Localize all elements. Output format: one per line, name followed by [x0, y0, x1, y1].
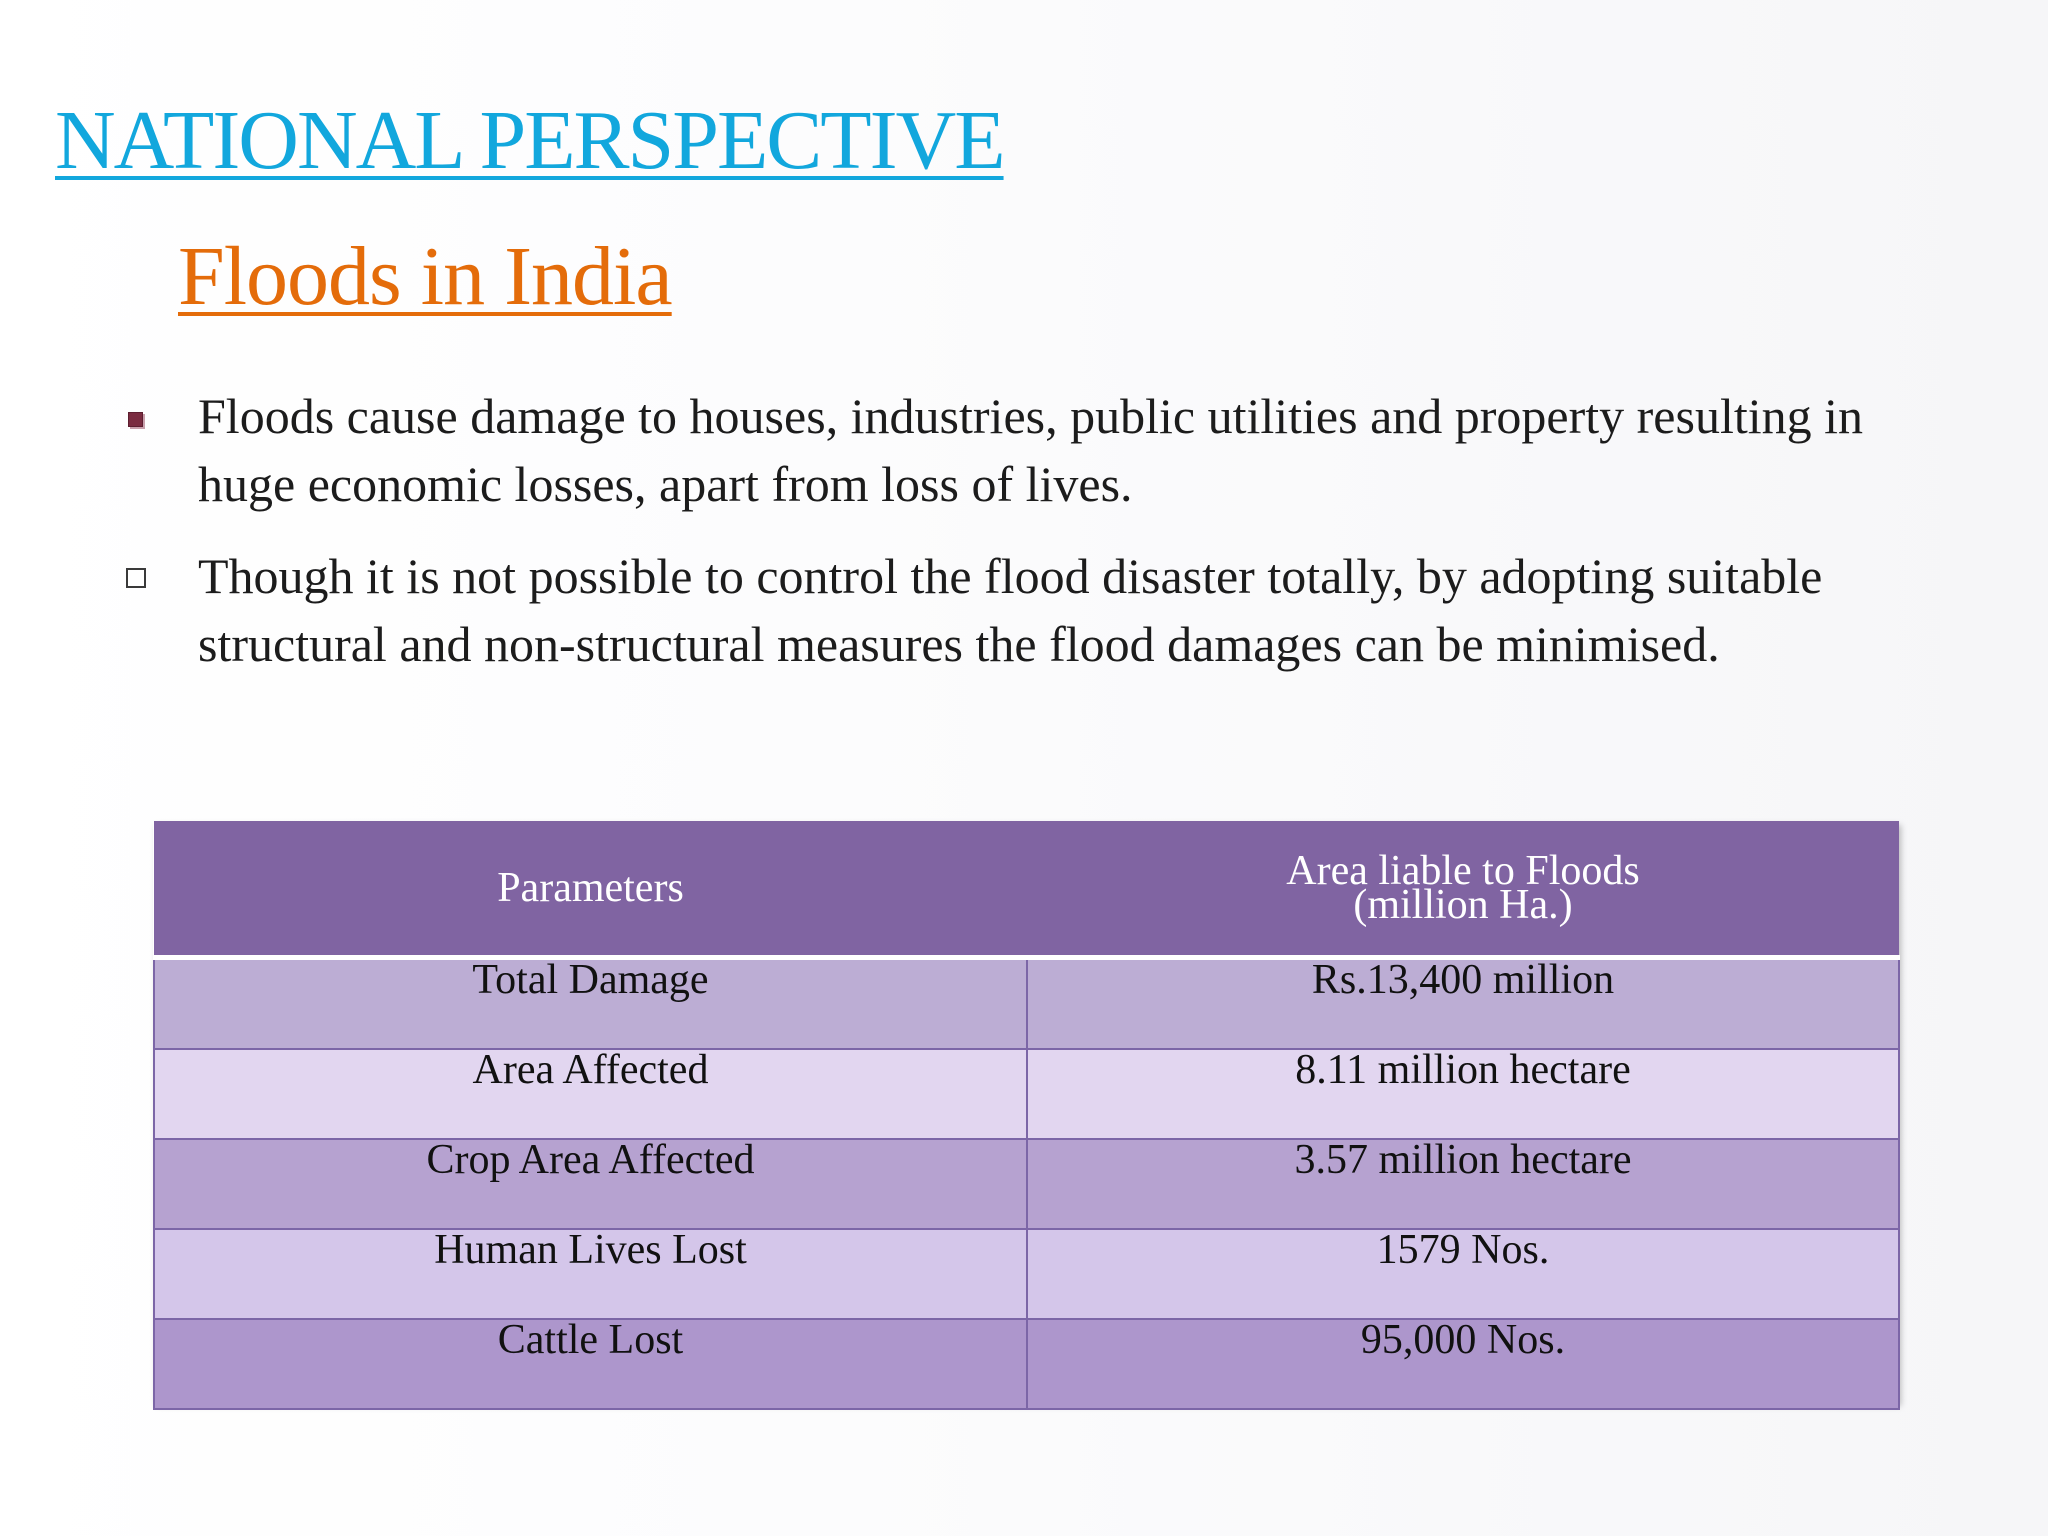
table-header-row: Parameters Area liable to Floods (millio… [154, 821, 1899, 960]
cell-parameter: Human Lives Lost [153, 1228, 1028, 1319]
cell-parameter: Crop Area Affected [153, 1138, 1028, 1229]
cell-parameter: Cattle Lost [153, 1318, 1028, 1410]
cell-parameter: Area Affected [153, 1048, 1028, 1139]
data-table: Parameters Area liable to Floods (millio… [153, 821, 1900, 1410]
bullet-text: Though it is not possible to control the… [198, 548, 1823, 672]
table-row: Crop Area Affected 3.57 million hectare [153, 1138, 1900, 1229]
cell-parameter: Total Damage [153, 956, 1028, 1049]
hollow-square-bullet-icon [126, 568, 146, 588]
cell-value: 95,000 Nos. [1026, 1318, 1900, 1410]
cell-value: Rs.13,400 million [1026, 956, 1900, 1049]
table-row: Human Lives Lost 1579 Nos. [153, 1228, 1900, 1319]
bullet-item: Though it is not possible to control the… [126, 542, 1928, 678]
slide-subtitle: Floods in India [178, 230, 673, 323]
header-area-liable-line1: Area liable to Floods [1286, 848, 1640, 894]
cell-value: 3.57 million hectare [1026, 1138, 1900, 1229]
bullet-list: Floods cause damage to houses, industrie… [126, 382, 1928, 702]
flood-statistics-table: Parameters Area liable to Floods (millio… [153, 821, 1900, 1410]
header-area-liable: Area liable to Floods (million Ha.) [1027, 821, 1899, 960]
filled-square-bullet-icon [128, 412, 143, 427]
bullet-text: Floods cause damage to houses, industrie… [198, 388, 1864, 512]
slide-title: NATIONAL PERSPECTIVE [55, 94, 1006, 187]
table-row: Cattle Lost 95,000 Nos. [153, 1318, 1900, 1410]
cell-value: 8.11 million hectare [1026, 1048, 1900, 1139]
header-area-liable-line2: (million Ha.) [1353, 882, 1573, 928]
header-parameters: Parameters [154, 821, 1027, 960]
table-row: Total Damage Rs.13,400 million [153, 956, 1900, 1049]
bullet-item: Floods cause damage to houses, industrie… [128, 382, 1928, 518]
cell-value: 1579 Nos. [1026, 1228, 1900, 1319]
table-row: Area Affected 8.11 million hectare [153, 1048, 1900, 1139]
